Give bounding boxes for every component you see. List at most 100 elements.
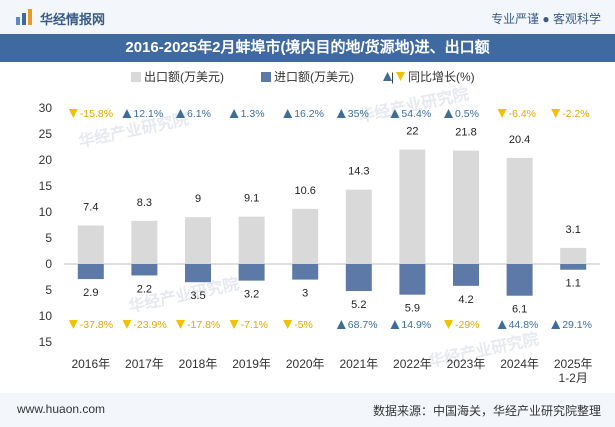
export-growth-up-triangle	[444, 109, 453, 118]
import-bar	[131, 264, 158, 276]
export-growth-label: 35%	[348, 108, 369, 120]
y-tick-label: 20	[39, 153, 53, 167]
x-tick-label: 2022年	[393, 357, 432, 371]
x-tick-label: 2025年	[554, 357, 593, 371]
import-growth-label: -29%	[455, 319, 480, 331]
import-value-label: 4.2	[458, 294, 473, 306]
export-value-label: 10.6	[294, 185, 315, 197]
import-growth-up-triangle	[551, 320, 561, 329]
x-tick-label: 2016年	[71, 357, 110, 371]
import-growth-down-triangle	[176, 320, 185, 329]
import-bar	[77, 264, 104, 280]
import-growth-label: 14.9%	[401, 319, 431, 331]
import-growth-label: -17.8%	[187, 319, 220, 331]
import-value-label: 2.2	[137, 283, 152, 295]
legend-up-triangle	[383, 72, 392, 81]
export-growth-down-triangle	[551, 109, 561, 118]
import-value-label: 2.9	[83, 287, 98, 299]
export-bar	[399, 149, 426, 264]
import-growth-label: 68.7%	[348, 319, 378, 331]
export-growth-down-triangle	[497, 109, 507, 118]
value-labels: 7.4 2.9 8.3 2.2 9 3.5 9.1 3.2 10.6 3 14.3 5.2 22 5.9 2…	[83, 126, 581, 316]
export-bar	[238, 216, 265, 264]
export-growth-down-triangle	[68, 109, 78, 118]
export-value-label: 8.3	[137, 197, 152, 209]
y-tick-label: 25	[39, 127, 53, 141]
y-tick-label: 5	[45, 231, 52, 245]
legend-export-swatch	[131, 72, 141, 82]
legend-separator: |	[391, 70, 394, 84]
x-tick-label: 2023年	[447, 357, 486, 371]
export-growth-up-triangle	[283, 109, 293, 118]
export-value-label: 14.3	[348, 166, 369, 178]
import-growth-down-triangle	[229, 320, 239, 329]
tagline: 专业严谨 ● 客观科学	[491, 12, 601, 26]
y-tick-label: 0	[45, 257, 52, 271]
import-value-label: 6.1	[512, 304, 527, 316]
import-bar	[238, 264, 265, 281]
legend-growth-label: 同比增长(%)	[408, 70, 475, 84]
import-bar	[560, 264, 587, 270]
x-tick-label: 2018年	[179, 357, 218, 371]
y-tick-label: 15	[39, 179, 53, 193]
export-growth-up-triangle	[122, 109, 132, 118]
y-tick-label: 10	[39, 309, 53, 323]
chart-title: 2016-2025年2月蚌埠市(境内目的地/货源地)进、出口额	[0, 34, 615, 62]
export-value-label: 9	[195, 193, 201, 205]
import-bar	[185, 264, 211, 283]
import-growth-down-triangle	[444, 320, 453, 329]
import-growth-down-triangle	[283, 320, 293, 329]
export-bar	[506, 157, 533, 264]
export-bar	[345, 189, 372, 264]
x-tick-label: 2024年	[500, 357, 539, 371]
brand-name: 华经情报网	[40, 12, 106, 27]
export-growth-up-triangle	[336, 109, 346, 118]
import-bar	[506, 264, 533, 296]
export-growth-up-triangle	[176, 109, 185, 118]
import-value-label: 5.2	[351, 299, 366, 311]
export-growth-label: 54.4%	[401, 108, 431, 120]
export-growth-label: -15.8%	[80, 108, 113, 120]
import-value-label: 3.2	[244, 289, 259, 301]
import-growth-label: -37.8%	[80, 319, 113, 331]
import-growth-label: 44.8%	[509, 319, 539, 331]
export-growth-label: 1.3%	[241, 108, 265, 120]
legend-import-swatch	[261, 72, 271, 82]
legend: 出口额(万美元) 进口额(万美元) | 同比增长(%)	[131, 70, 475, 84]
legend-down-triangle	[396, 72, 405, 81]
export-growth-up-triangle	[229, 109, 239, 118]
website-link[interactable]: www.huaon.com	[17, 402, 106, 416]
import-growth-down-triangle	[68, 320, 78, 329]
export-bar	[453, 150, 479, 264]
export-value-label: 20.4	[509, 134, 530, 146]
x-tick-label: 2021年	[339, 357, 378, 371]
y-tick-label: 30	[39, 101, 53, 115]
legend-import-label: 进口额(万美元)	[274, 70, 354, 84]
export-growth-label: 0.5%	[455, 108, 479, 120]
x-tick-label: 2020年	[286, 357, 325, 371]
import-growth-label: -23.9%	[133, 319, 166, 331]
export-growth-label: -2.2%	[562, 108, 589, 120]
import-growth-up-triangle	[390, 320, 400, 329]
import-bar	[399, 264, 426, 295]
data-source: 数据来源：中国海关，华经产业研究院整理	[372, 404, 601, 418]
export-growth-label: 12.1%	[133, 108, 163, 120]
footer: www.huaon.com 数据来源：中国海关，华经产业研究院整理	[0, 393, 615, 427]
export-bar	[77, 225, 104, 264]
export-growth-label: 6.1%	[187, 108, 211, 120]
export-value-label: 3.1	[566, 224, 581, 236]
import-growth-label: -5%	[294, 319, 313, 331]
y-tick-label: 15	[39, 335, 53, 349]
import-growth-up-triangle	[497, 320, 507, 329]
export-growth-label: -6.4%	[509, 108, 536, 120]
export-growth-label: 16.2%	[294, 108, 324, 120]
import-bar	[292, 264, 319, 280]
import-growth-up-triangle	[336, 320, 346, 329]
export-value-label: 9.1	[244, 193, 259, 205]
y-tick-label: 10	[39, 205, 53, 219]
top-bar: 华经情报网 专业严谨 ● 客观科学	[0, 0, 615, 34]
import-value-label: 5.9	[405, 303, 420, 315]
export-value-label: 21.8	[455, 127, 476, 139]
export-growth-up-triangle	[390, 109, 400, 118]
